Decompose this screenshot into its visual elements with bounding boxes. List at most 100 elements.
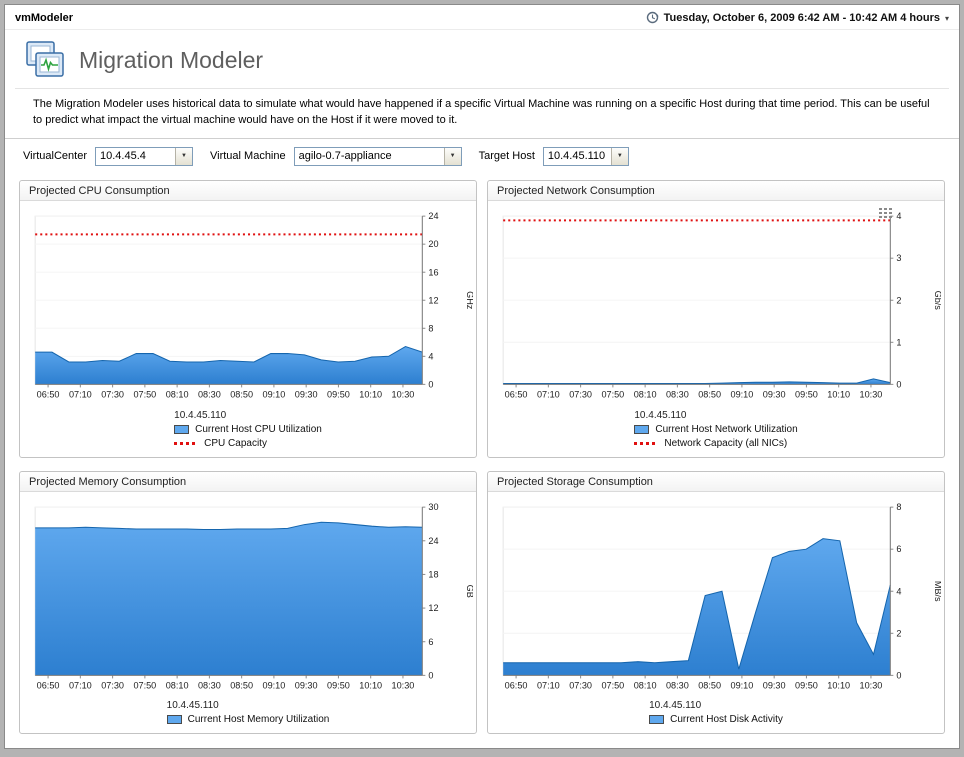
svg-text:06:50: 06:50	[505, 389, 528, 399]
svg-text:10:30: 10:30	[860, 389, 883, 399]
charts-grid: Projected CPU Consumption 0 4 8 12 16 20 24 06:…	[5, 175, 959, 744]
description-text: The Migration Modeler uses historical da…	[33, 98, 930, 126]
svg-text:4: 4	[896, 586, 901, 596]
chevron-down-icon: ▼	[175, 147, 192, 165]
svg-text:08:30: 08:30	[666, 389, 689, 399]
svg-text:08:50: 08:50	[698, 389, 721, 399]
panel-body: 0 2 4 6 8 06:50 07:10 07:30 07:50 08:10 08:30 08:50…	[488, 492, 944, 734]
svg-text:10:10: 10:10	[359, 389, 382, 399]
chevron-down-icon: ▼	[610, 147, 628, 165]
svg-text:08:30: 08:30	[666, 680, 689, 690]
svg-text:07:10: 07:10	[537, 680, 560, 690]
virtualcenter-select-value: 10.4.45.4	[100, 149, 146, 162]
svg-text:0: 0	[896, 670, 901, 680]
panel-title: Projected Network Consumption	[497, 184, 655, 197]
legend-series-item: Current Host Memory Utilization	[166, 714, 330, 726]
legend-label: Network Capacity (all NICs)	[664, 437, 788, 449]
panel-header: Projected Memory Consumption	[20, 471, 476, 492]
panel-title: Projected Storage Consumption	[497, 475, 653, 488]
svg-text:2: 2	[896, 628, 901, 638]
app-title: vmModeler	[15, 11, 74, 24]
svg-text:07:50: 07:50	[601, 680, 624, 690]
svg-text:08:50: 08:50	[230, 680, 253, 690]
svg-text:6: 6	[896, 544, 901, 554]
migration-modeler-icon	[23, 40, 69, 80]
chart-legend: 10.4.45.110 Current Host Memory Utilizat…	[23, 699, 473, 728]
panel-header: Projected Storage Consumption	[488, 471, 944, 492]
svg-text:09:30: 09:30	[763, 389, 786, 399]
svg-text:07:10: 07:10	[69, 389, 92, 399]
time-range-label: Tuesday, October 6, 2009 6:42 AM - 10:42…	[663, 11, 940, 24]
svg-text:08:50: 08:50	[698, 680, 721, 690]
series-color-swatch	[649, 715, 665, 725]
target-host-label: Target Host	[478, 150, 535, 163]
svg-text:4: 4	[896, 211, 901, 221]
svg-text:12: 12	[428, 295, 438, 305]
series-color-swatch	[634, 424, 650, 434]
svg-text:08:10: 08:10	[634, 680, 657, 690]
svg-text:09:30: 09:30	[295, 389, 318, 399]
svg-text:MB/s: MB/s	[933, 580, 941, 601]
svg-text:18: 18	[428, 569, 438, 579]
svg-text:Gb/s: Gb/s	[933, 290, 941, 310]
svg-text:07:10: 07:10	[69, 680, 92, 690]
svg-text:09:10: 09:10	[263, 389, 286, 399]
svg-text:07:50: 07:50	[133, 389, 156, 399]
legend-series-item: Current Host Disk Activity	[649, 714, 783, 725]
panel-body: 0 1 2 3 4 06:50 07:10 07:30 07:50 08:10 08:30 08:50…	[488, 201, 944, 457]
svg-text:07:30: 07:30	[569, 680, 592, 690]
svg-text:3: 3	[896, 253, 901, 263]
svg-text:07:30: 07:30	[101, 389, 124, 399]
vmmodeler-window: vmModeler Tuesday, October 6, 2009 6:42 …	[4, 4, 960, 749]
chart-legend: 10.4.45.110 Current Host Network Utiliza…	[491, 409, 941, 452]
chart-canvas: 0 4 8 12 16 20 24 06:50 07:10 07:30 07:50 08:10 08:3…	[34, 211, 473, 399]
svg-text:08:30: 08:30	[198, 389, 221, 399]
virtual-machine-select[interactable]: agilo-0.7-appliance ▼	[293, 146, 462, 166]
svg-text:09:10: 09:10	[731, 389, 754, 399]
svg-text:6: 6	[428, 636, 433, 646]
virtualcenter-select[interactable]: 10.4.45.4 ▼	[95, 146, 193, 166]
panel-body: 0 4 8 12 16 20 24 06:50 07:10 07:30 07:50 08:10 08:3…	[20, 201, 476, 457]
series-color-swatch	[174, 424, 190, 434]
svg-text:8: 8	[428, 323, 433, 333]
legend-label: Current Host Memory Utilization	[187, 714, 330, 726]
chart-canvas: 0 2 4 6 8 06:50 07:10 07:30 07:50 08:10 08:30 08:50…	[502, 502, 941, 690]
chart-host-label: 10.4.45.110	[166, 700, 219, 712]
panel-title: Projected CPU Consumption	[29, 184, 170, 197]
svg-text:07:50: 07:50	[133, 680, 156, 690]
target-host-select[interactable]: 10.4.45.110 ▼	[542, 146, 629, 166]
svg-text:06:50: 06:50	[37, 389, 60, 399]
svg-text:06:50: 06:50	[37, 680, 60, 690]
svg-text:GHz: GHz	[465, 291, 473, 310]
chart-host-label: 10.4.45.110	[634, 409, 687, 421]
panel-body: 0 6 12 18 24 30 06:50 07:10 07:30 07:50 08:10 08:30…	[20, 492, 476, 734]
legend-label: Current Host CPU Utilization	[195, 423, 322, 435]
svg-text:09:30: 09:30	[295, 680, 318, 690]
virtual-machine-select-value: agilo-0.7-appliance	[298, 149, 392, 162]
svg-text:09:50: 09:50	[327, 389, 350, 399]
svg-text:30: 30	[428, 502, 438, 512]
svg-text:07:30: 07:30	[569, 389, 592, 399]
svg-text:08:10: 08:10	[166, 389, 189, 399]
filter-bar: VirtualCenter 10.4.45.4 ▼ Virtual Machin…	[5, 139, 959, 175]
legend-label: Current Host Disk Activity	[670, 714, 783, 726]
time-range-selector[interactable]: Tuesday, October 6, 2009 6:42 AM - 10:42…	[646, 11, 949, 24]
svg-text:GB: GB	[465, 584, 473, 597]
svg-text:24: 24	[428, 211, 438, 221]
svg-text:09:10: 09:10	[731, 680, 754, 690]
virtualcenter-label: VirtualCenter	[23, 150, 87, 163]
svg-text:09:50: 09:50	[327, 680, 350, 690]
chevron-down-icon: ▼	[443, 147, 461, 165]
svg-text:09:30: 09:30	[763, 680, 786, 690]
chart-options-grid-icon[interactable]	[879, 207, 892, 219]
chart-panel: Projected Storage Consumption 0 2 4 6 8 06:50…	[487, 470, 945, 735]
divider	[15, 88, 949, 89]
svg-text:10:10: 10:10	[827, 680, 850, 690]
svg-text:08:10: 08:10	[166, 680, 189, 690]
chart-canvas: 0 1 2 3 4 06:50 07:10 07:30 07:50 08:10 08:30 08:50…	[502, 211, 941, 399]
chart-host-label: 10.4.45.110	[649, 700, 702, 712]
svg-text:10:30: 10:30	[392, 389, 415, 399]
divider	[5, 137, 959, 139]
svg-text:10:10: 10:10	[827, 389, 850, 399]
svg-text:10:30: 10:30	[860, 680, 883, 690]
